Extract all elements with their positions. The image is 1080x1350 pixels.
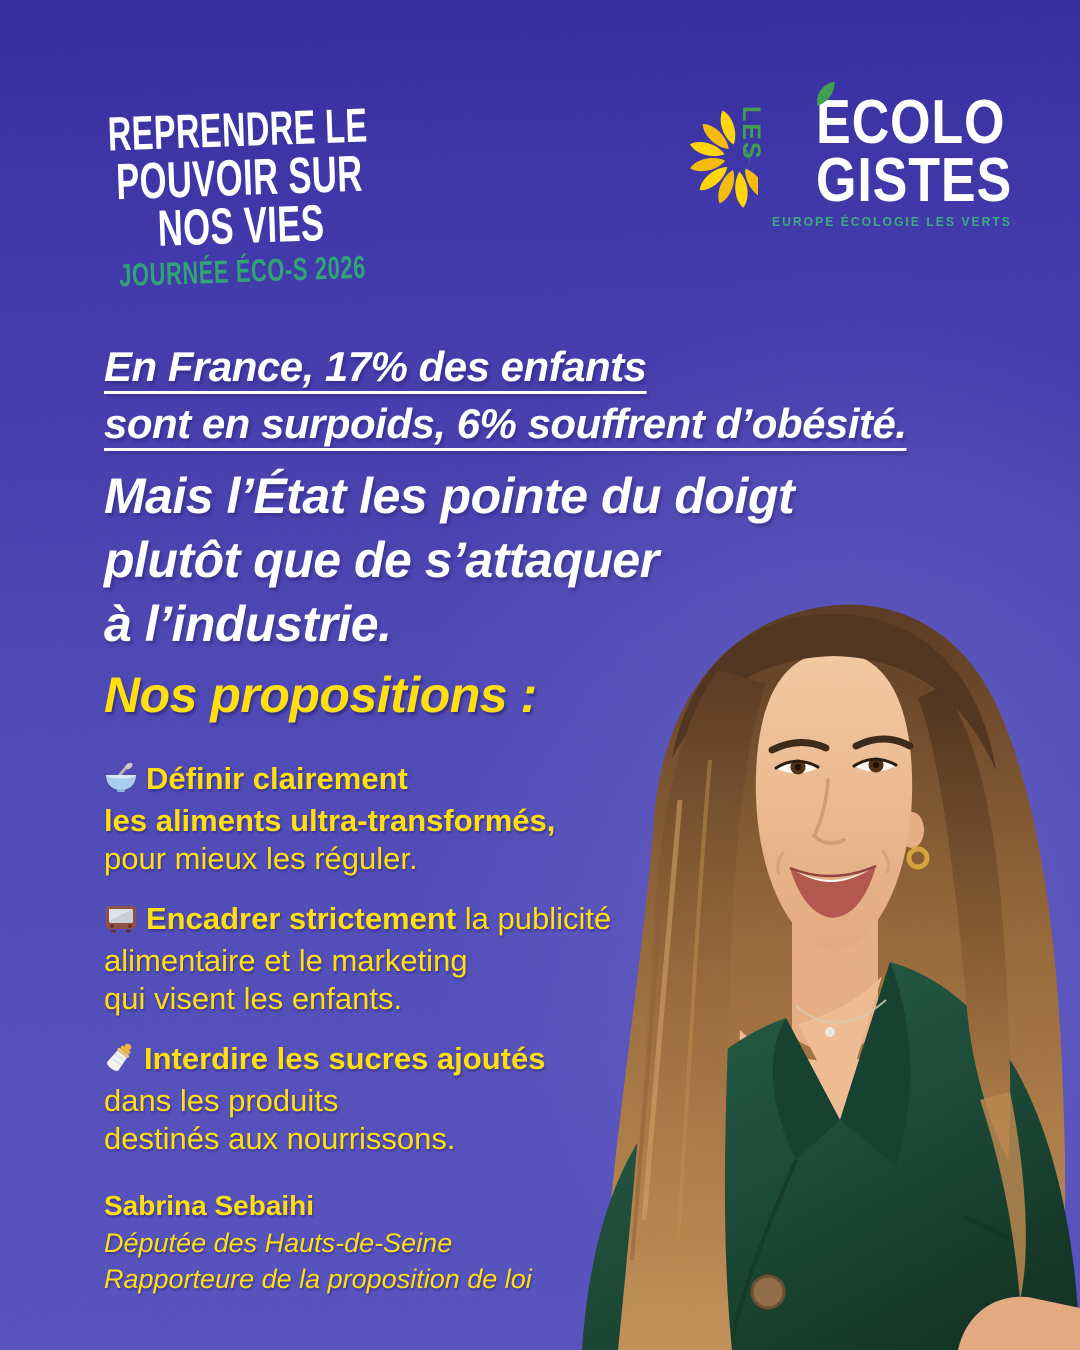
event-slogan: REPRENDRE LE POUVOIR SUR NOS VIES JOURNÉE … xyxy=(81,100,400,294)
attribution-block: Sabrina Sebaihi Députée des Hauts-de-Sei… xyxy=(104,1190,532,1298)
proposition-3-bold: Interdire les sucres ajoutés xyxy=(144,1041,546,1076)
slogan-line-2: POUVOIR SUR NOS VIES xyxy=(115,144,364,257)
baby-bottle-emoji-icon xyxy=(104,1041,136,1082)
slogan-event-date: JOURNÉE ÉCO-S 2026 xyxy=(118,249,367,294)
proposition-1-bold: Définir clairement les aliments ultra-tr… xyxy=(104,761,556,838)
proposition-2-bold: Encadrer strictement xyxy=(146,901,457,936)
leaf-accent-icon xyxy=(817,82,835,106)
party-logo: LES ECOLO GISTES EUROPE ÉCOLOGIE LES VER… xyxy=(668,82,1028,254)
attribution-name: Sabrina Sebaihi xyxy=(104,1190,315,1221)
logo-wordmark: ECOLO GISTES xyxy=(816,82,1013,215)
proposition-1-text: pour mieux les réguler. xyxy=(104,840,418,876)
attribution-roles: Députée des Hauts-de-Seine Rapporteure d… xyxy=(104,1228,532,1294)
logo-tagline: EUROPE ÉCOLOGIE LES VERTS xyxy=(772,214,1012,229)
logo-wordmark-line-1: ECOLO xyxy=(816,88,1006,157)
propositions-title: Nos propositions : xyxy=(104,667,537,723)
proposition-3-text: dans les produits destinés aux nourrisso… xyxy=(104,1082,456,1156)
bowl-emoji-icon xyxy=(104,762,138,802)
logo-les-label: LES xyxy=(737,106,765,161)
tv-emoji-icon xyxy=(104,903,138,942)
portrait-photo xyxy=(582,604,1080,1350)
logo-wordmark-line-2: GISTES xyxy=(816,145,1013,215)
headline-statistic: En France, 17% des enfants sont en surpo… xyxy=(104,343,907,448)
